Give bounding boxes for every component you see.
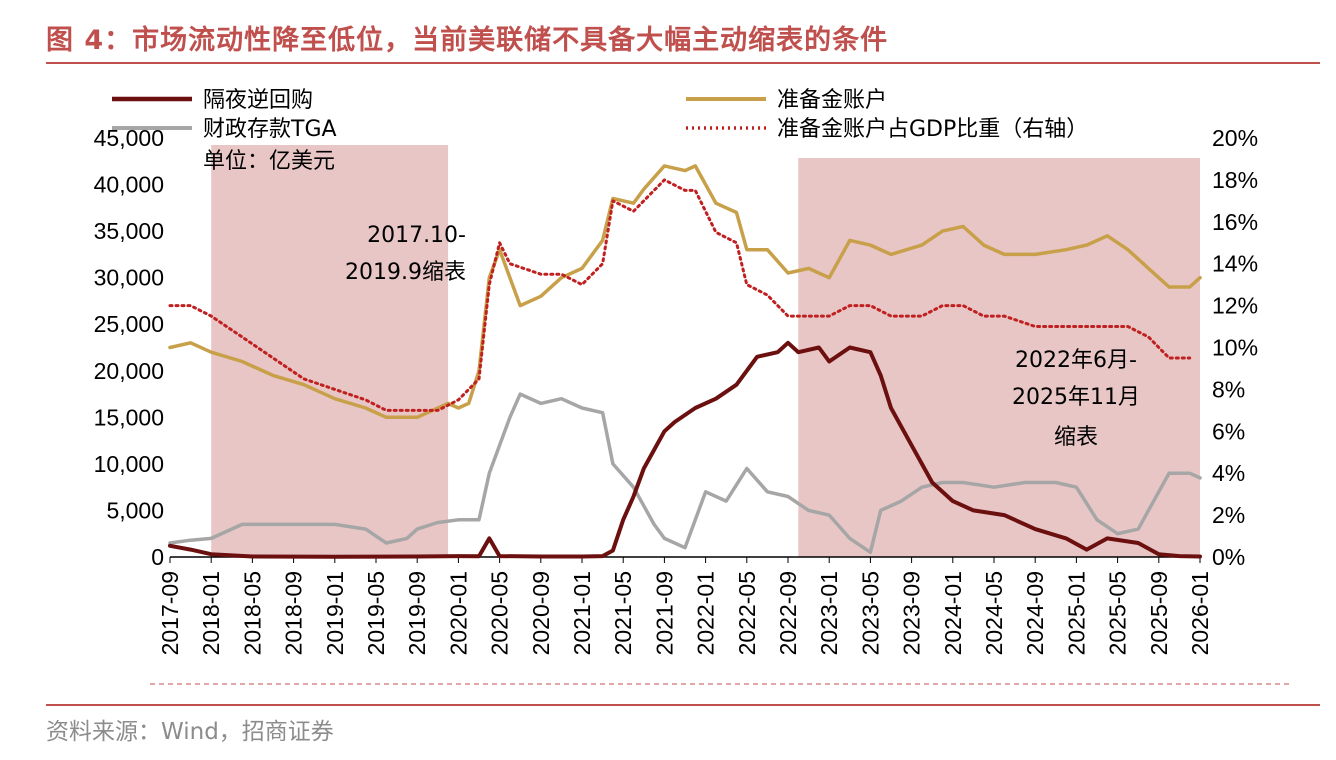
x-tick-label: 2025-09 [1146, 571, 1172, 655]
series-lines [168, 164, 1202, 559]
y-right-tick-label: 18% [1212, 167, 1258, 193]
x-tick-label: 2020-09 [528, 571, 554, 655]
y-right-tick-label: 14% [1212, 251, 1258, 277]
x-tick-label: 2026-01 [1187, 571, 1213, 655]
y-left-tick-label: 30,000 [94, 265, 164, 291]
x-tick-label: 2025-05 [1105, 571, 1131, 655]
x-tick-label: 2021-05 [610, 571, 636, 655]
y-left-tick-label: 0 [151, 544, 164, 570]
period-label-2-line-2: 2025年11月 [1012, 385, 1140, 410]
y-right-tick-label: 2% [1212, 502, 1245, 528]
x-tick-label: 2024-01 [940, 571, 966, 655]
axes: 0 5,000 10,000 15,000 20,000 25,000 30,000 35,0… [94, 125, 1290, 685]
period-label-2-line-3: 缩表 [1054, 425, 1098, 450]
x-tick-label: 2020-01 [445, 571, 471, 655]
y-left-tick-label: 10,000 [94, 451, 164, 477]
legend-label-3: 准备金账户占GDP比重（右轴） [777, 117, 1088, 142]
x-tick-label: 2025-01 [1063, 571, 1089, 655]
shaded-periods [211, 145, 1200, 557]
source-note: 资料来源：Wind，招商证券 [46, 719, 334, 745]
x-tick-label: 2023-05 [857, 571, 883, 655]
y-right-tick-label: 4% [1212, 460, 1245, 486]
x-tick-label: 2018-09 [281, 571, 307, 655]
x-tick-label: 2023-01 [816, 571, 842, 655]
y-right-tick-label: 20% [1212, 125, 1258, 151]
y-left-tick-label: 25,000 [94, 311, 164, 337]
x-tick-label: 2018-01 [198, 571, 224, 655]
title-rule [46, 62, 1320, 64]
y-right-tick-label: 10% [1212, 335, 1258, 361]
period-label-2-line-1: 2022年6月- [1015, 348, 1137, 373]
x-tick-label: 2019-09 [404, 571, 430, 655]
series-line-3 [168, 178, 1192, 412]
x-tick-label: 2024-05 [981, 571, 1007, 655]
x-tick-label: 2022-01 [693, 571, 719, 655]
y-right-tick-label: 12% [1212, 293, 1258, 319]
x-tick-label: 2018-05 [239, 571, 265, 655]
x-tick-label: 2024-09 [1022, 571, 1048, 655]
x-tick-label: 2023-09 [899, 571, 925, 655]
period-label-1-line-1: 2017.10- [367, 223, 466, 248]
series-line-1 [168, 164, 1202, 420]
y-right-tick-label: 16% [1212, 209, 1258, 235]
y-left-tick-label: 20,000 [94, 358, 164, 384]
x-tick-label: 2019-01 [322, 571, 348, 655]
figure-title: 图 4：市场流动性降至低位，当前美联储不具备大幅主动缩表的条件 [46, 25, 889, 56]
x-tick-label: 2020-05 [487, 571, 513, 655]
x-tick-label: 2022-09 [775, 571, 801, 655]
legend-label-2: 财政存款TGA [203, 117, 337, 142]
x-tick-label: 2022-05 [734, 571, 760, 655]
y-left-tick-label: 40,000 [94, 172, 164, 198]
y-right-tick-label: 0% [1212, 544, 1245, 570]
source-rule [46, 704, 1320, 706]
period-label-1-line-2: 2019.9缩表 [345, 260, 466, 285]
series-line-2 [168, 392, 1202, 555]
shaded-period-2 [798, 158, 1200, 557]
y-right-tick-label: 6% [1212, 418, 1245, 444]
chart-canvas: 0 5,000 10,000 15,000 20,000 25,000 30,000 35,0… [94, 88, 1290, 685]
y-left-tick-label: 5,000 [106, 497, 164, 523]
series-line-0 [168, 340, 1202, 559]
x-tick-label: 2019-05 [363, 571, 389, 655]
x-tick-label: 2017-09 [157, 571, 183, 655]
y-right-tick-label: 8% [1212, 376, 1245, 402]
x-tick-label: 2021-09 [651, 571, 677, 655]
x-tick-label: 2021-01 [569, 571, 595, 655]
shaded-period-1 [211, 145, 449, 557]
legend-label-0: 隔夜逆回购 [203, 88, 313, 113]
y-left-tick-label: 35,000 [94, 218, 164, 244]
y-left-tick-label: 15,000 [94, 404, 164, 430]
unit-label: 单位：亿美元 [203, 149, 335, 174]
legend-label-1: 准备金账户 [777, 88, 887, 113]
